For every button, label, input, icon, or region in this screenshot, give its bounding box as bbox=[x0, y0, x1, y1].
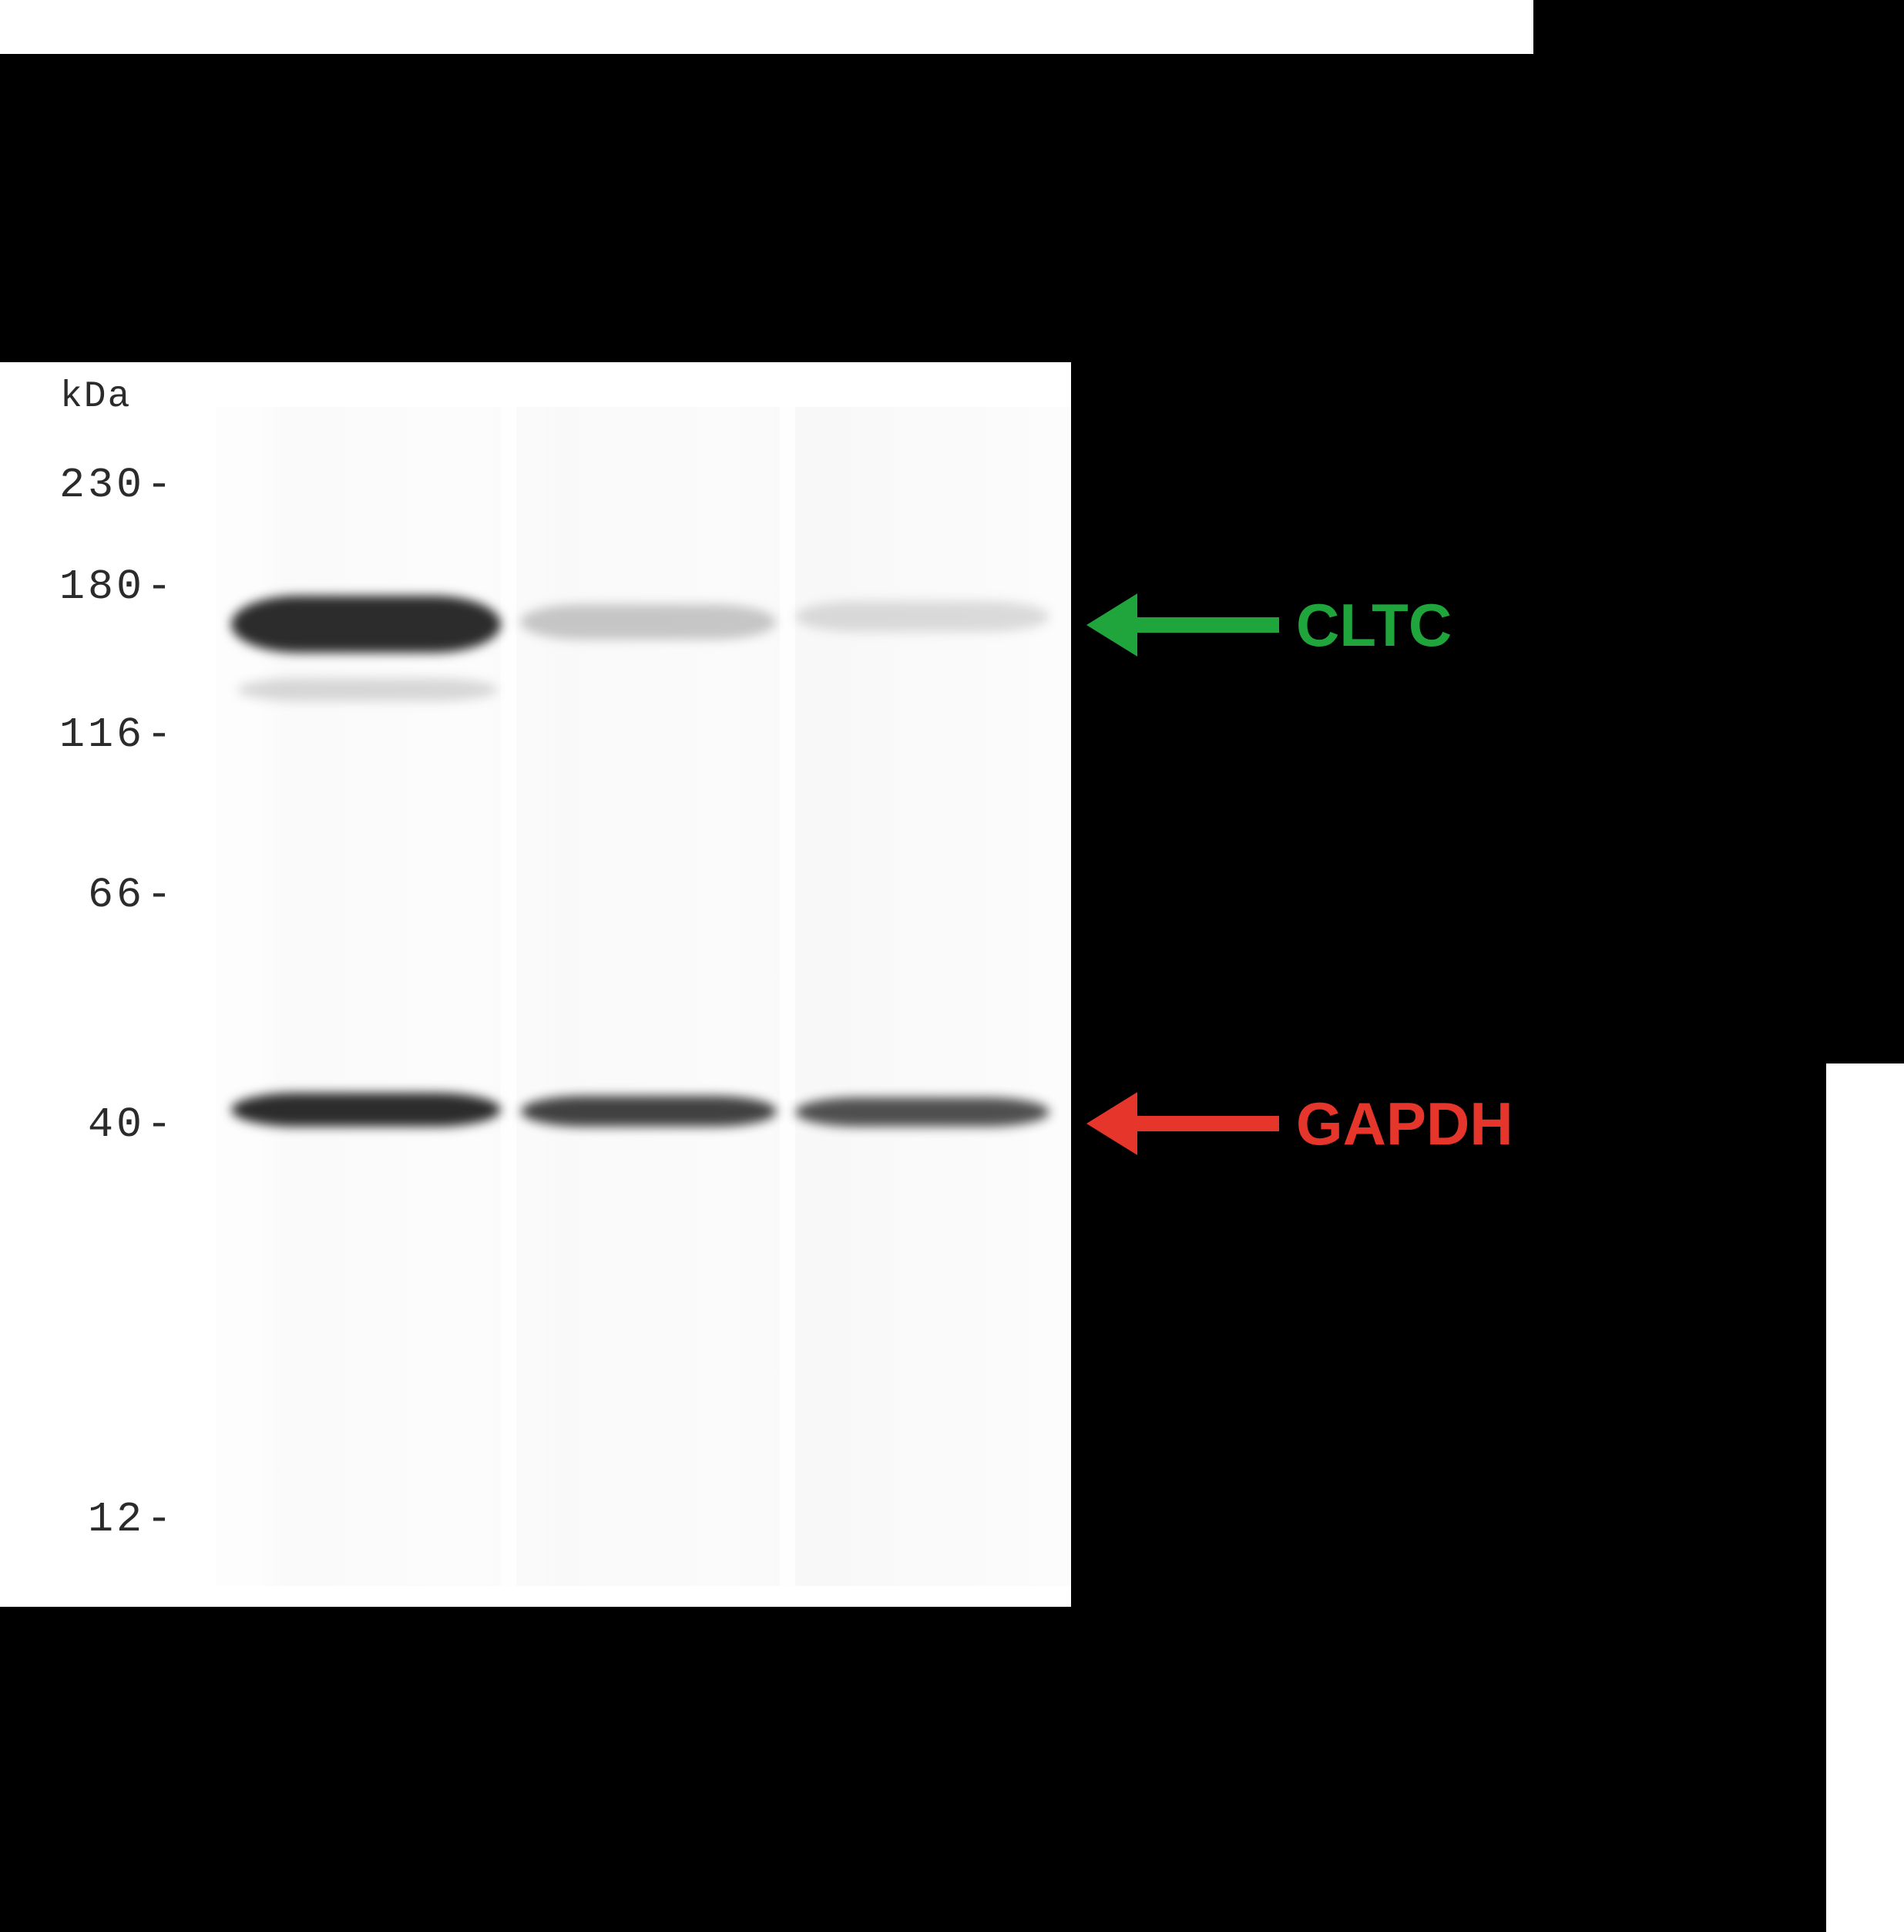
cltc-label: CLTC bbox=[1296, 590, 1452, 660]
marker-180: 180 bbox=[59, 563, 175, 611]
gapdh-label: GAPDH bbox=[1296, 1089, 1513, 1159]
blot-lanes-area bbox=[216, 407, 1071, 1586]
band-cltc-lane1 bbox=[231, 596, 501, 653]
lane-divider-1 bbox=[501, 407, 516, 1586]
cltc-annotation: CLTC bbox=[1086, 574, 1452, 676]
top-white-strip bbox=[0, 0, 1533, 54]
arrow-left-icon bbox=[1086, 574, 1279, 676]
band-cltc-lane1-shadow bbox=[237, 678, 498, 701]
blot-panel: kDa 230 180 116 66 40 12 bbox=[0, 362, 1071, 1607]
band-gapdh-lane3 bbox=[795, 1097, 1049, 1127]
band-cltc-lane2 bbox=[520, 604, 776, 640]
right-white-notch bbox=[1826, 1063, 1904, 1932]
marker-230: 230 bbox=[59, 461, 175, 509]
band-gapdh-lane2 bbox=[521, 1096, 777, 1127]
marker-12: 12 bbox=[88, 1495, 175, 1544]
kda-header: kDa bbox=[60, 376, 131, 418]
marker-40: 40 bbox=[88, 1100, 175, 1149]
marker-116: 116 bbox=[59, 711, 175, 759]
gapdh-annotation: GAPDH bbox=[1086, 1073, 1513, 1174]
arrow-left-icon bbox=[1086, 1073, 1279, 1174]
band-gapdh-lane1 bbox=[231, 1093, 501, 1127]
marker-66: 66 bbox=[88, 871, 175, 919]
lane-divider-2 bbox=[780, 407, 795, 1586]
band-cltc-lane3 bbox=[795, 601, 1049, 632]
